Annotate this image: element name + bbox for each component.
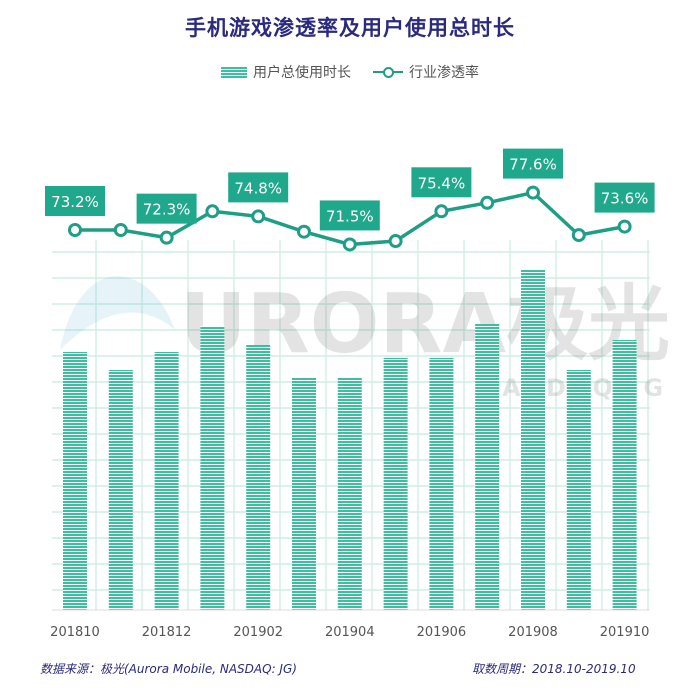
x-tick-label: 201812 xyxy=(142,625,192,640)
chart-title: 手机游戏渗透率及用户使用总时长 xyxy=(185,16,515,40)
bar xyxy=(108,370,133,610)
x-tick-label: 201902 xyxy=(233,625,283,640)
penetration-point xyxy=(159,230,174,245)
bar xyxy=(292,378,316,610)
legend-item-usage-time: 用户总使用时长 xyxy=(221,62,351,82)
x-tick-label: 201908 xyxy=(508,625,558,640)
bar xyxy=(566,370,591,610)
legend-bar-swatch xyxy=(221,66,247,78)
legend-line-swatch xyxy=(373,65,403,79)
legend-label-penetration: 行业渗透率 xyxy=(409,65,479,81)
penetration-point xyxy=(297,224,311,239)
bar xyxy=(200,326,225,610)
data-label-box xyxy=(45,186,105,216)
legend-label-usage-time: 用户总使用时长 xyxy=(253,65,351,81)
bar xyxy=(246,345,271,610)
data-label: 75.4% xyxy=(418,174,466,192)
bar xyxy=(383,358,408,610)
data-label: 73.2% xyxy=(51,193,99,211)
penetration-point xyxy=(342,237,357,252)
bar xyxy=(337,378,362,610)
data-label: 73.6% xyxy=(601,190,649,208)
x-tick-label: 201904 xyxy=(325,625,375,640)
bar xyxy=(429,358,454,610)
penetration-point xyxy=(205,204,220,219)
penetration-point xyxy=(571,228,586,243)
data-label-box xyxy=(503,148,563,179)
data-period-note: 取数周期：2018.10-2019.10 xyxy=(472,662,636,676)
data-source-note: 数据来源：极光(Aurora Mobile, NASDAQ: JG) xyxy=(40,662,297,676)
x-tick-label: 201910 xyxy=(600,625,650,640)
penetration-point xyxy=(480,195,495,210)
penetration-point xyxy=(388,234,403,249)
bar xyxy=(154,352,179,610)
bar xyxy=(612,340,637,610)
penetration-point xyxy=(434,204,449,219)
penetration-point xyxy=(526,185,540,200)
bar xyxy=(521,270,545,610)
x-tick-label: 201810 xyxy=(50,625,100,640)
watermark-logo xyxy=(60,276,175,350)
bar xyxy=(63,352,87,610)
penetration-point xyxy=(68,223,82,237)
data-label-box xyxy=(319,200,380,231)
data-label-box xyxy=(136,193,197,224)
data-label-box xyxy=(228,172,289,203)
bar-series xyxy=(63,270,637,610)
data-label-box xyxy=(594,182,655,213)
legend-item-penetration: 行业渗透率 xyxy=(373,62,479,82)
x-tick-label: 201906 xyxy=(417,625,467,640)
penetration-point xyxy=(251,209,266,224)
data-label-box xyxy=(411,167,472,198)
penetration-point xyxy=(617,219,632,234)
chart-legend: 用户总使用时长 行业渗透率 xyxy=(0,62,700,82)
data-label: 71.5% xyxy=(326,207,374,225)
penetration-point xyxy=(113,223,128,237)
data-label: 77.6% xyxy=(509,156,557,174)
data-label: 72.3% xyxy=(143,201,191,219)
bar xyxy=(475,324,500,610)
data-label: 74.8% xyxy=(234,179,282,197)
